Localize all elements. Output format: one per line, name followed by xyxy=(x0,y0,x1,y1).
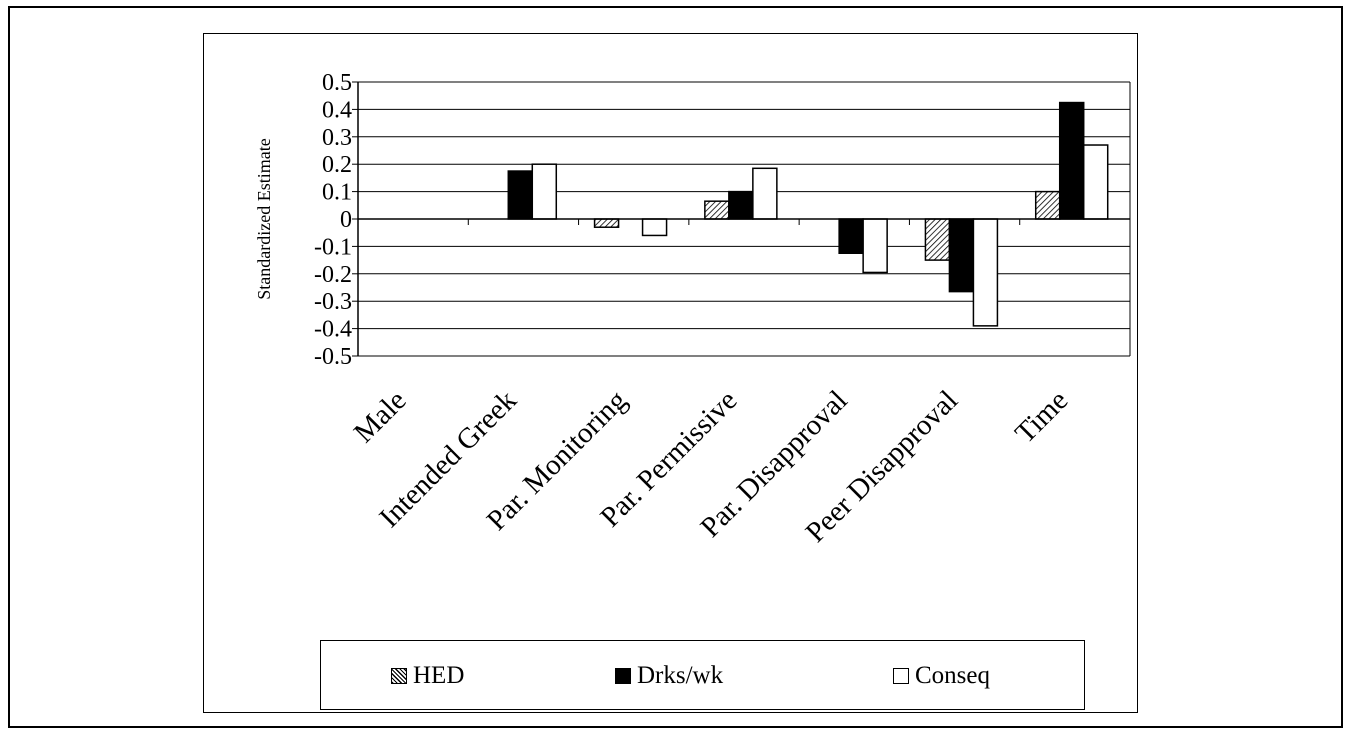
legend-swatch-drinks-per-week xyxy=(615,668,631,684)
y-tick-label: 0.1 xyxy=(322,180,352,206)
legend-item-conseq: Conseq xyxy=(893,662,990,690)
y-axis-title: Standardized Estimate xyxy=(254,138,274,299)
bar-hed xyxy=(1034,190,1061,220)
bar-conseq xyxy=(641,218,668,237)
x-category-label: Male xyxy=(348,384,413,449)
bar-drinks-per-week xyxy=(948,218,975,293)
figure-border xyxy=(8,6,1343,728)
y-tick-label: 0.2 xyxy=(322,152,352,178)
y-tick-label: -0.2 xyxy=(314,262,352,288)
y-tick-label: -0.5 xyxy=(314,344,352,370)
y-tick-label: -0.4 xyxy=(314,317,352,343)
legend-label-drinks-per-week: Drks/wk xyxy=(637,662,724,689)
bar-hed xyxy=(704,200,730,220)
chart-area-border xyxy=(203,33,1138,713)
chart-legend: HED Drks/wk Conseq xyxy=(320,640,1085,710)
x-category-label: Time xyxy=(1009,384,1074,449)
bar-conseq xyxy=(862,218,888,274)
legend-label-conseq: Conseq xyxy=(915,662,990,689)
y-tick-label: -0.1 xyxy=(314,234,352,260)
bar-drinks-per-week xyxy=(1058,101,1085,220)
bar-conseq xyxy=(752,167,778,220)
bar-drinks-per-week xyxy=(507,170,534,220)
bar-drinks-per-week xyxy=(728,190,754,220)
y-tick-label: 0 xyxy=(340,207,352,233)
bar-conseq xyxy=(1082,144,1109,220)
bar-drinks-per-week xyxy=(838,218,864,254)
bar-conseq xyxy=(531,163,558,220)
legend-swatch-hed xyxy=(391,668,407,684)
bar-hed xyxy=(593,218,620,228)
y-tick-label: 0.5 xyxy=(322,70,352,96)
legend-label-hed: HED xyxy=(413,662,465,689)
legend-item-drinks-per-week: Drks/wk xyxy=(615,662,723,690)
legend-item-hed: HED xyxy=(391,662,464,690)
y-tick-label: -0.3 xyxy=(314,289,352,315)
legend-swatch-conseq xyxy=(893,668,909,684)
y-tick-label: 0.4 xyxy=(322,97,352,123)
bar-conseq xyxy=(972,218,999,327)
y-tick-label: 0.3 xyxy=(322,125,352,151)
bar-hed xyxy=(924,218,951,261)
